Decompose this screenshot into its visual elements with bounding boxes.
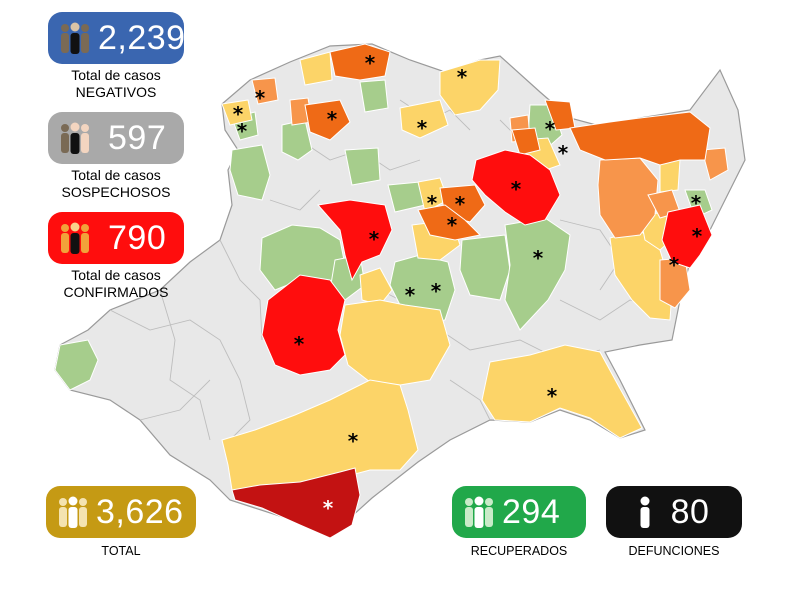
asterisk-marker: * [327, 107, 338, 131]
asterisk-marker: * [692, 224, 703, 248]
negativos-label-line2: NEGATIVOS [75, 84, 157, 100]
stat-negativos: 2,239 Total de casos NEGATIVOS [46, 12, 186, 101]
negativos-label: Total de casos NEGATIVOS [71, 67, 161, 101]
asterisk-marker: * [417, 116, 428, 140]
asterisk-marker: * [294, 332, 305, 356]
regions-red [261, 149, 713, 376]
asterisk-marker: * [558, 141, 569, 165]
confirmados-badge: 790 [48, 212, 184, 264]
people-icon [61, 222, 89, 254]
asterisk-marker: * [533, 246, 544, 270]
asterisk-marker: * [447, 213, 458, 237]
defunciones-label: DEFUNCIONES [628, 544, 720, 558]
negativos-value: 2,239 [98, 19, 186, 57]
asterisk-marker: * [691, 191, 702, 215]
people-icon [61, 122, 89, 154]
asterisk-marker: * [255, 86, 266, 110]
asterisk-marker: * [323, 496, 334, 520]
confirmados-value: 790 [108, 219, 167, 257]
asterisk-marker: * [669, 253, 680, 277]
negativos-badge: 2,239 [48, 12, 186, 64]
stat-total: 3,626 TOTAL [46, 486, 196, 560]
negativos-label-line1: Total de casos [71, 67, 161, 83]
asterisk-marker: * [547, 384, 558, 408]
total-value: 3,626 [96, 493, 184, 531]
regions-orange [304, 43, 711, 241]
confirmados-label-line1: Total de casos [71, 267, 161, 283]
stat-defunciones: 80 DEFUNCIONES [606, 486, 742, 560]
recuperados-label: RECUPERADOS [470, 544, 568, 558]
asterisk-marker: * [348, 429, 359, 453]
asterisk-marker: * [455, 192, 466, 216]
total-label: TOTAL [101, 544, 141, 558]
map-markers: ***** * * **** ******** ***** [233, 51, 703, 520]
asterisk-marker: * [233, 102, 244, 126]
asterisk-marker: * [405, 283, 416, 307]
stat-sospechosos: 597 Total de casos SOSPECHOSOS [46, 112, 186, 201]
asterisk-marker: * [237, 119, 248, 143]
recuperados-value: 294 [502, 493, 561, 531]
regions-green [54, 79, 713, 391]
asterisk-marker: * [545, 117, 556, 141]
people-icon [59, 496, 87, 528]
defunciones-value: 80 [670, 493, 710, 531]
defunciones-badge: 80 [606, 486, 742, 538]
asterisk-marker: * [431, 279, 442, 303]
recuperados-badge: 294 [452, 486, 586, 538]
asterisk-marker: * [511, 177, 522, 201]
regions-light-orange [251, 77, 729, 309]
asterisk-marker: * [457, 65, 468, 89]
sospechosos-value: 597 [108, 119, 167, 157]
sospechosos-label-line2: SOSPECHOSOS [61, 184, 171, 200]
stat-confirmados: 790 Total de casos CONFIRMADOS [46, 212, 186, 301]
asterisk-marker: * [427, 191, 438, 215]
confirmados-label: Total de casos CONFIRMADOS [64, 267, 169, 301]
sospechosos-badge: 597 [48, 112, 184, 164]
regions-dark-red [231, 467, 361, 539]
total-badge: 3,626 [46, 486, 196, 538]
person-icon [640, 496, 650, 528]
sospechosos-label-line1: Total de casos [71, 167, 161, 183]
asterisk-marker: * [369, 227, 380, 251]
asterisk-marker: * [365, 51, 376, 75]
people-icon [465, 496, 493, 528]
confirmados-label-line2: CONFIRMADOS [63, 284, 169, 300]
stat-recuperados: 294 RECUPERADOS [452, 486, 586, 560]
people-icon [61, 22, 89, 54]
sospechosos-label: Total de casos SOSPECHOSOS [62, 167, 171, 201]
